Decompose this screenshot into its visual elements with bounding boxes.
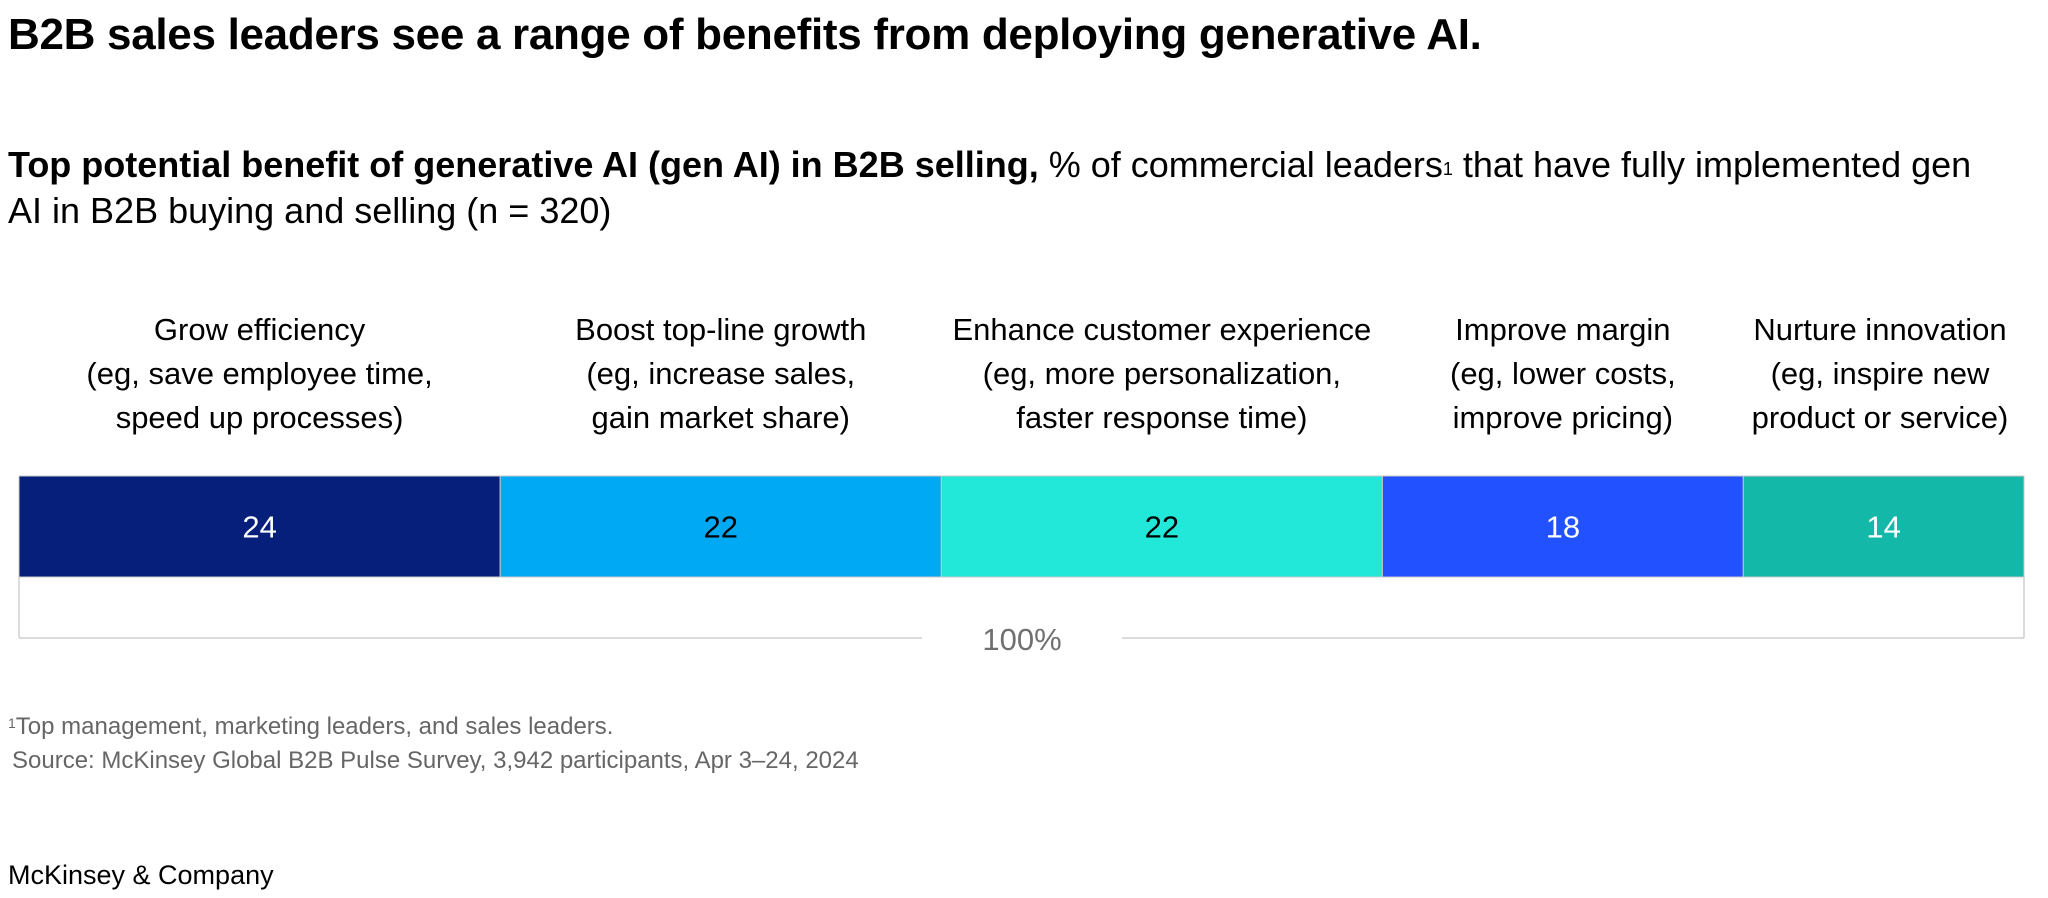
data-label: 18 (1546, 510, 1580, 545)
data-label: 22 (1145, 510, 1179, 545)
category-label: Boost top-line growth (eg, increase sales… (575, 308, 866, 440)
category-label-line: Enhance customer experience (952, 312, 1372, 347)
category-label-line: faster response time) (1016, 400, 1308, 435)
category-label: Enhance customer experience (eg, more per… (952, 308, 1371, 440)
footnote-text: Top management, marketing leaders, and s… (15, 713, 614, 740)
category-label-line: (eg, inspire new (1770, 356, 1990, 391)
footnote-marker: 1 (1442, 159, 1453, 179)
category-label-line: (eg, lower costs, (1449, 356, 1676, 391)
chart-title: B2B sales leaders see a range of benefit… (8, 10, 1482, 59)
stacked-bar-chart: 24 22 22 18 14 100% (18, 475, 2025, 657)
category-label-line: gain market share) (591, 400, 850, 435)
category-label-line: improve pricing) (1452, 400, 1674, 435)
category-label: Grow efficiency (eg, save employee time, s… (86, 308, 432, 440)
category-label-line: Improve margin (1455, 312, 1671, 347)
data-label: 22 (704, 510, 738, 545)
category-label-line: (eg, more personalization, (982, 356, 1342, 391)
bar-segment (1381, 475, 1744, 578)
category-label-line: product or service) (1751, 400, 2009, 435)
bar-segment (499, 475, 942, 578)
subtitle-bold: Top potential benefit of generative AI (… (8, 144, 1039, 185)
footnote: 1Top management, marketing leaders, and … (8, 713, 613, 741)
data-label: 24 (242, 510, 276, 545)
category-label-line: Grow efficiency (153, 312, 366, 347)
footnote-marker: 1 (8, 715, 16, 731)
data-label: 14 (1866, 510, 1900, 545)
category-label-line: Nurture innovation (1753, 312, 2007, 347)
category-label-line: Boost top-line growth (575, 312, 867, 347)
category-label: Nurture innovation (eg, inspire new produc… (1752, 308, 2009, 440)
category-label-line: (eg, increase sales, (586, 356, 856, 391)
category-label: Improve margin (eg, lower costs, improve p… (1450, 308, 1676, 440)
category-label-line: (eg, save employee time, (86, 356, 433, 391)
subtitle-text-1: % of commercial leaders (1038, 144, 1443, 185)
subtitle-text-2: that have fully implemented gen AI in B2… (8, 144, 1972, 231)
total-label: 100% (982, 622, 1061, 657)
source-note: Source: McKinsey Global B2B Pulse Survey… (12, 747, 859, 774)
bar-segment (1742, 475, 2025, 578)
bar-segment (940, 475, 1383, 578)
chart-subtitle: Top potential benefit of generative AI (… (8, 142, 2008, 234)
category-label-line: speed up processes) (115, 400, 404, 435)
bar-segment (18, 475, 501, 578)
mckinsey-logo: McKinsey & Company (8, 860, 274, 890)
